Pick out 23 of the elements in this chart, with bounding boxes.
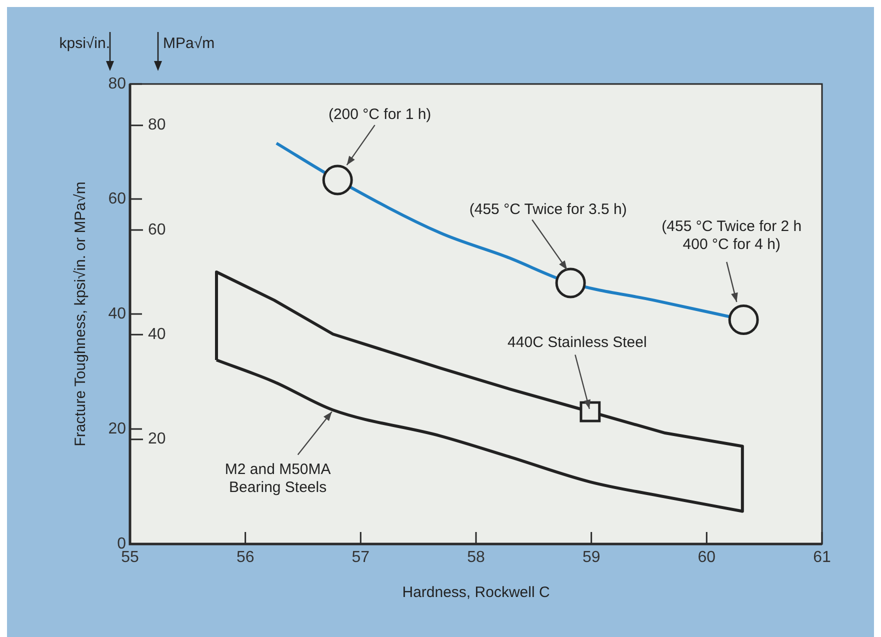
annotation: (200 °C for 1 h) (328, 106, 432, 124)
x-tick-label: 57 (352, 549, 370, 566)
y-tick-label: 60 (108, 190, 126, 208)
y2-tick-label: 20 (148, 430, 166, 448)
y2-tick-label: 40 (148, 326, 166, 344)
x-tick-label: 61 (813, 549, 831, 566)
x-tick-label: 58 (467, 549, 485, 566)
y2-tick-label: 60 (148, 221, 166, 238)
annotation: 440C Stainless Steel (508, 334, 647, 351)
y-tick-label: 80 (108, 75, 126, 92)
text: kpsi√in. (59, 35, 110, 52)
x-tick-label: 59 (582, 549, 600, 566)
y2-tick-label: 80 (148, 116, 166, 134)
x-axis-title: Hardness, Rockwell C (402, 584, 550, 602)
y-tick-label: 40 (108, 305, 126, 322)
y-tick-label: 20 (108, 420, 126, 438)
annotation: (455 °C Twice for 2 h 400 °C for 4 h) (662, 218, 802, 254)
x-tick-label: 56 (236, 549, 254, 566)
y-axis-title: Fracture Toughness, kpsi√in. or MPa√m (72, 182, 90, 446)
text: MPa√m (163, 35, 215, 52)
x-tick-label: 60 (698, 549, 716, 566)
annotation: M2 and M50MA Bearing Steels (224, 460, 331, 496)
annotation: (455 °C Twice for 3.5 h) (469, 200, 627, 218)
